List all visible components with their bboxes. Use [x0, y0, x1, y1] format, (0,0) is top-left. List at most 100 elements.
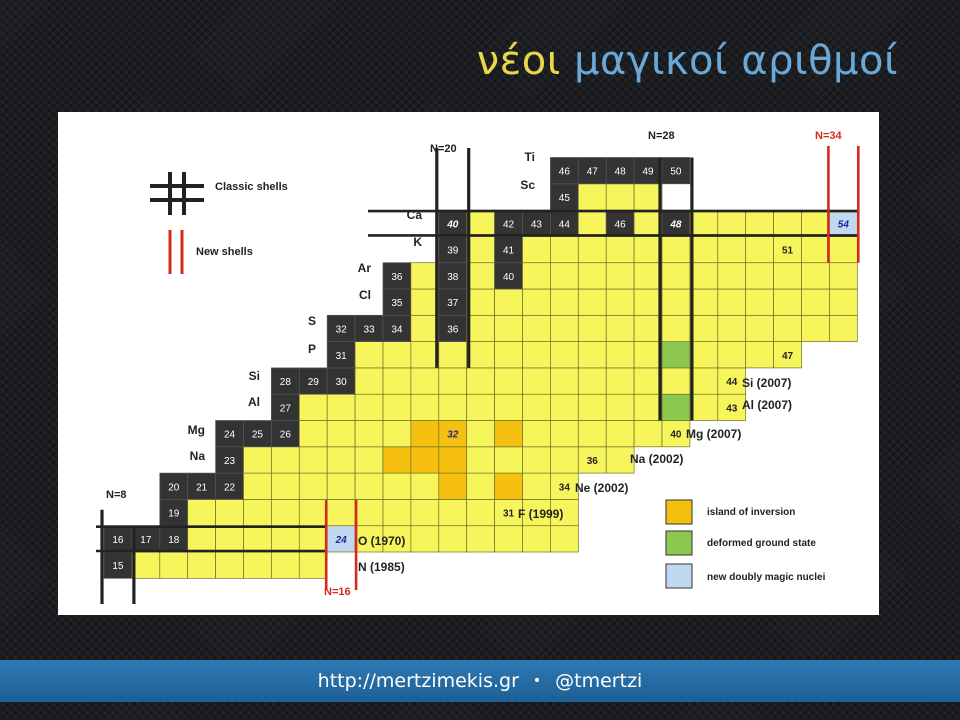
nuclide-cell [354, 472, 384, 500]
nuclide-cell [717, 393, 747, 421]
element-label-ar: Ar [358, 261, 372, 275]
nuclide-cell [159, 472, 189, 500]
nuclide-cell [354, 393, 384, 421]
nuclide-cell [717, 236, 747, 264]
nuclide-cell [271, 551, 300, 579]
nuclide-cell [326, 420, 356, 448]
nuclide-cell [829, 314, 858, 342]
footer-handle[interactable]: @tmertzi [555, 670, 643, 692]
nuclide-cell [661, 341, 691, 369]
nuclide-cell [410, 367, 440, 395]
mass-number-label: 46 [559, 167, 571, 178]
nuclide-cell [550, 472, 579, 500]
nuclide-cell [717, 288, 747, 316]
nuclide-cell [801, 209, 830, 237]
n16-label: N=16 [324, 586, 351, 598]
nuclide-cell [466, 393, 495, 421]
nuclide-cell [745, 341, 774, 369]
nuclide-cell [689, 236, 719, 264]
nuclide-cell [550, 525, 579, 553]
nuclide-cell [550, 288, 579, 316]
nuclide-cell [717, 314, 747, 342]
nuclide-cell [243, 420, 272, 448]
legend-deformed-label: deformed ground state [707, 538, 816, 549]
nuclide-cell [522, 262, 551, 290]
nuclide-cell [187, 499, 216, 527]
nuclide-cell [354, 341, 384, 369]
nuclide-cell [605, 157, 635, 185]
nuclide-chart-panel: 15 16 17 18 24 19 31 20 21 22 34 23 36 24 25 26 32 40 27 43… [58, 112, 879, 615]
mass-number-label: 38 [447, 272, 459, 283]
nuclide-cell [717, 367, 747, 395]
nuclide-cell [689, 393, 719, 421]
nuclide-cell [326, 393, 356, 421]
nuclide-cell [466, 525, 495, 553]
element-label-al: Al [248, 395, 260, 409]
mass-number-label: 50 [670, 167, 682, 178]
nuclide-cell [215, 420, 244, 448]
nuclide-cell [438, 525, 468, 553]
annotation-mg: Mg (2007) [686, 427, 741, 441]
nuclide-cell [829, 236, 858, 264]
nuclide-cell [633, 262, 663, 290]
slide-title: νέοι μαγικοί αριθμοί [477, 38, 898, 84]
nuclide-cell [745, 236, 774, 264]
classic-shells-icon [150, 172, 204, 215]
mass-number-label: 40 [670, 430, 682, 441]
nuclide-cell [633, 420, 663, 448]
mass-number-label: 42 [503, 219, 515, 230]
nuclide-cell [522, 288, 551, 316]
mass-number-label: 43 [726, 403, 738, 414]
title-words-magic-numbers: μαγικοί αριθμοί [573, 38, 898, 84]
nuclide-cell [159, 551, 189, 579]
nuclide-cell [605, 314, 635, 342]
mass-number-label: 48 [669, 219, 682, 230]
nuclide-cell [522, 472, 551, 500]
nuclide-cell [410, 525, 440, 553]
footer-url[interactable]: http://mertzimekis.gr [317, 670, 519, 692]
nuclide-cell [633, 236, 663, 264]
nuclide-cell [354, 499, 384, 527]
mass-number-label: 40 [503, 272, 515, 283]
nuclide-cell [829, 262, 858, 290]
nuclide-cell [215, 446, 244, 474]
nuclide-cell [745, 314, 774, 342]
nuclide-cell [159, 499, 189, 527]
element-label-sc: Sc [520, 178, 535, 192]
nuclide-cell [298, 393, 328, 421]
nuclide-cell [271, 446, 300, 474]
nuclide-cell [243, 499, 272, 527]
mass-number-label: 26 [280, 430, 292, 441]
nuclide-cell [382, 446, 412, 474]
mass-number-label: 46 [615, 219, 627, 230]
annotation-n: N (1985) [358, 560, 405, 574]
nuclide-cell [382, 472, 412, 500]
mass-number-label: 39 [447, 246, 459, 257]
nuclide-cell [773, 209, 802, 237]
mass-number-label: 48 [615, 167, 627, 178]
nuclide-cell [661, 262, 691, 290]
n8-label: N=8 [106, 489, 127, 501]
legend-doubly-magic-swatch [665, 563, 693, 589]
nuclide-cell [187, 472, 216, 500]
mass-number-label: 33 [363, 324, 375, 335]
nuclide-cell [438, 236, 468, 264]
mass-number-label: 47 [587, 167, 599, 178]
nuclide-cell [438, 341, 468, 369]
mass-number-label: 23 [224, 456, 236, 467]
nuclide-cell [745, 288, 774, 316]
element-label-p: P [308, 342, 316, 356]
nuclide-cell [494, 314, 523, 342]
mass-number-label: 34 [391, 324, 403, 335]
new-shells-icon [168, 230, 184, 274]
element-label-ti: Ti [525, 150, 535, 164]
nuclide-cell [522, 420, 551, 448]
nuclide-cell [298, 367, 328, 395]
nuclide-cell [410, 446, 440, 474]
mass-number-label: 31 [336, 351, 348, 362]
nuclide-cell [382, 525, 412, 553]
nuclide-cell [605, 367, 635, 395]
nuclide-cell [438, 472, 468, 500]
nuclide-cell [605, 341, 635, 369]
element-label-mg: Mg [188, 423, 205, 437]
